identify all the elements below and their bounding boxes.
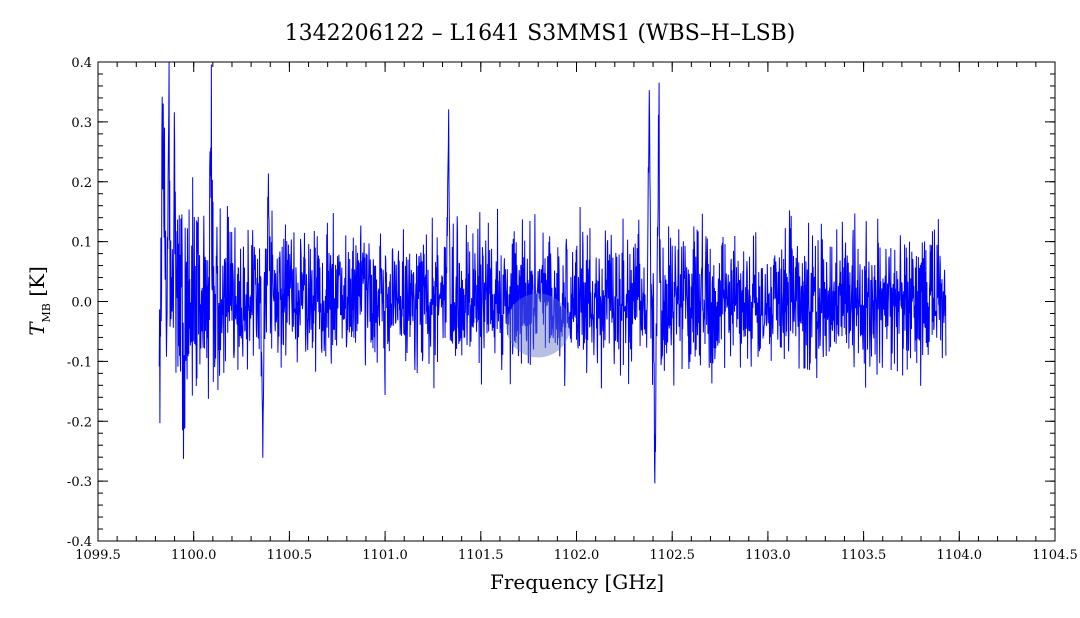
y-axis-label: TMB [K] <box>25 266 53 336</box>
y-tick-label: 0.4 <box>71 56 92 71</box>
highlight-marker <box>506 293 571 358</box>
y-tick-label: 0.0 <box>71 296 92 311</box>
x-tick-label: 1104.0 <box>937 548 983 563</box>
x-tick-label: 1100.5 <box>267 548 313 563</box>
y-tick-label: -0.2 <box>67 415 92 430</box>
y-tick-label: -0.4 <box>67 535 92 550</box>
x-tick-label: 1100.0 <box>171 548 217 563</box>
x-tick-label: 1102.5 <box>649 548 695 563</box>
y-tick-label: 0.2 <box>71 176 92 191</box>
x-tick-label: 1104.5 <box>1032 548 1078 563</box>
x-tick-label: 1099.5 <box>75 548 121 563</box>
y-tick-label: 0.3 <box>71 116 92 131</box>
x-tick-label: 1103.0 <box>745 548 791 563</box>
svg-text:TMB [K]: TMB [K] <box>25 266 53 336</box>
y-tick-label: -0.3 <box>67 475 92 490</box>
spectrum-series-line <box>158 62 947 484</box>
chart-title: 1342206122 – L1641 S3MMS1 (WBS–H–LSB) <box>285 21 796 46</box>
plot-frame <box>97 61 1056 542</box>
x-tick-label: 1103.5 <box>841 548 887 563</box>
y-axis-unit: [K] <box>25 266 49 297</box>
y-axis-subscript: MB <box>40 303 53 322</box>
y-tick-label: -0.1 <box>67 355 92 370</box>
y-tick-label: 0.1 <box>71 236 92 251</box>
tick-labels-layer: 1099.5 1100.0 1100.5 1101.0 1101.5 1102.0 1102… <box>67 56 1078 563</box>
x-tick-label: 1101.0 <box>362 548 408 563</box>
x-tick-label: 1101.5 <box>458 548 504 563</box>
x-tick-label: 1102.0 <box>554 548 600 563</box>
y-axis-symbol: T <box>25 321 49 336</box>
x-axis-label: Frequency [GHz] <box>490 570 664 594</box>
